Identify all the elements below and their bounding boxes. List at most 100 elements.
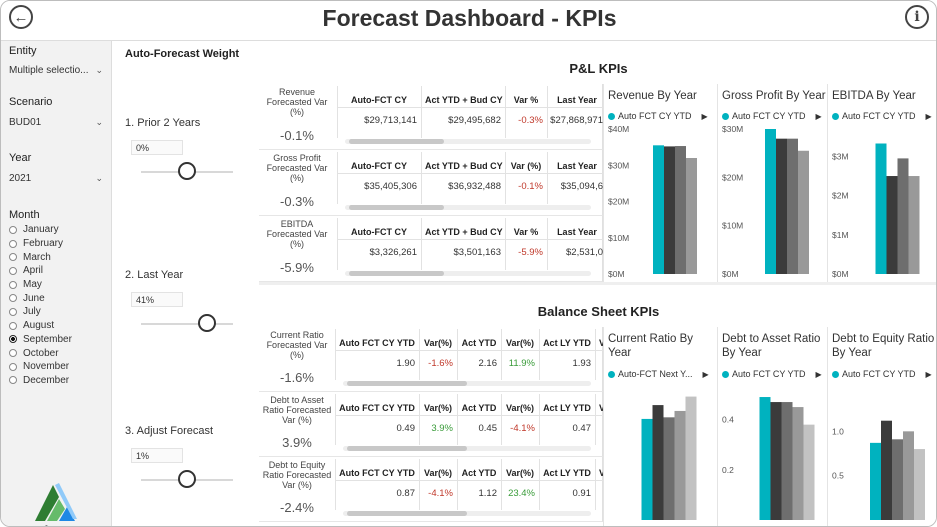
month-radio-june[interactable]: June <box>9 291 109 305</box>
bar[interactable] <box>881 420 892 520</box>
bs-kpi-table[interactable]: Auto FCT CY YTD 0.49 Var(%) 3.9% Act YTD 0.45… <box>335 394 603 455</box>
horizontal-scrollbar[interactable] <box>343 381 591 386</box>
month-radio-september[interactable]: September <box>9 333 109 347</box>
pl-col-header[interactable]: Act YTD + Bud CY <box>425 95 503 105</box>
radio-button-icon[interactable] <box>9 253 17 262</box>
legend-next-icon[interactable]: ▶ <box>702 369 709 379</box>
chart-ebitda-by-year[interactable]: EBITDA By Year Auto FCT CY YTD ▶ $0M $1M $2M $… <box>827 84 936 282</box>
bs-col-header[interactable]: Auto FCT CY YTD <box>339 403 415 413</box>
bar[interactable] <box>652 405 664 520</box>
slider-3-value[interactable]: 1% <box>131 448 183 463</box>
chart-revenue-by-year[interactable]: Revenue By Year Auto FCT CY YTD ▶ $0M $10M $2… <box>603 84 717 282</box>
pl-col-header[interactable]: Auto-FCT CY <box>351 161 407 171</box>
pl-col-header[interactable]: Act YTD + Bud CY <box>425 227 503 237</box>
bar[interactable] <box>759 397 771 520</box>
bar[interactable] <box>641 418 653 520</box>
pl-col-header[interactable]: Auto-FCT CY <box>351 95 407 105</box>
bar[interactable] <box>908 176 920 274</box>
pl-col-header[interactable]: Var % <box>513 95 539 105</box>
chart-legend[interactable]: Auto FCT CY YTD ▶ <box>832 111 932 121</box>
pl-col-header[interactable]: Var % <box>513 227 539 237</box>
slider-3-thumb[interactable] <box>178 470 196 488</box>
radio-button-icon[interactable] <box>9 349 17 358</box>
month-radio-february[interactable]: February <box>9 237 109 251</box>
month-radio-april[interactable]: April <box>9 264 109 278</box>
bs-col-header[interactable]: Var(%) <box>423 468 452 478</box>
radio-button-icon[interactable] <box>9 294 17 303</box>
month-radio-october[interactable]: October <box>9 346 109 360</box>
bar[interactable] <box>792 407 804 520</box>
chart-legend[interactable]: Auto FCT CY YTD ▶ <box>608 111 708 121</box>
bs-col-header[interactable]: Auto FCT CY YTD <box>339 338 415 348</box>
chart-debt-to-asset-ratio-by-year[interactable]: Debt to Asset Ratio By Year Auto FCT CY Y… <box>717 327 827 526</box>
chart-current-ratio-by-year[interactable]: Current Ratio By Year Auto-FCT Next Y... ▶ <box>603 327 717 526</box>
slider-2-value[interactable]: 41% <box>131 292 183 307</box>
radio-button-icon[interactable] <box>9 335 17 344</box>
bar[interactable] <box>870 442 881 520</box>
radio-button-icon[interactable] <box>9 321 17 330</box>
bar[interactable] <box>770 402 782 520</box>
bar[interactable] <box>663 417 675 520</box>
bs-col-header[interactable]: V <box>599 403 603 413</box>
bs-col-header[interactable]: Auto FCT CY YTD <box>339 468 415 478</box>
radio-button-icon[interactable] <box>9 376 17 385</box>
bar[interactable] <box>903 431 914 520</box>
entity-dropdown[interactable]: Multiple selectio... ⌄ <box>9 65 103 76</box>
bar[interactable] <box>875 143 887 275</box>
scrollbar-thumb[interactable] <box>347 381 467 386</box>
month-radio-march[interactable]: March <box>9 250 109 264</box>
bar[interactable] <box>776 138 787 274</box>
horizontal-scrollbar[interactable] <box>343 446 591 451</box>
pl-kpi-table[interactable]: Auto-FCT CY $3,326,261 Act YTD + Bud CY $3,… <box>337 218 603 280</box>
bs-col-header[interactable]: Var(%) <box>423 338 452 348</box>
legend-next-icon[interactable]: ▶ <box>815 111 822 121</box>
bar[interactable] <box>765 129 776 274</box>
month-radio-december[interactable]: December <box>9 374 109 388</box>
bar[interactable] <box>653 145 664 274</box>
slider-2-track[interactable] <box>141 323 233 325</box>
chart-debt-to-equity-ratio-by-year[interactable]: Debt to Equity Ratio By Year Auto FCT CY … <box>827 327 936 526</box>
bar[interactable] <box>675 146 686 274</box>
pl-kpi-table[interactable]: Auto-FCT CY $29,713,141 Act YTD + Bud CY $2… <box>337 86 603 148</box>
back-arrow-icon[interactable]: ← <box>9 5 33 29</box>
bs-col-header[interactable]: V <box>599 468 603 478</box>
bar[interactable] <box>781 402 793 520</box>
month-radio-july[interactable]: July <box>9 305 109 319</box>
bar[interactable] <box>886 176 898 274</box>
bar[interactable] <box>914 449 925 520</box>
bar[interactable] <box>798 150 809 274</box>
month-radio-may[interactable]: May <box>9 278 109 292</box>
radio-button-icon[interactable] <box>9 362 17 371</box>
scrollbar-thumb[interactable] <box>347 446 467 451</box>
bs-col-header[interactable]: Act YTD <box>461 468 497 478</box>
bs-col-header[interactable]: Act LY YTD <box>543 338 591 348</box>
chart-legend[interactable]: Auto FCT CY YTD ▶ <box>722 369 822 379</box>
legend-next-icon[interactable]: ▶ <box>701 111 708 121</box>
month-radio-august[interactable]: August <box>9 319 109 333</box>
bar[interactable] <box>685 396 697 520</box>
bs-col-header[interactable]: Act YTD <box>461 338 497 348</box>
bs-col-header[interactable]: V <box>599 338 603 348</box>
pl-col-header[interactable]: Last Year <box>557 95 597 105</box>
bs-col-header[interactable]: Var(%) <box>505 468 534 478</box>
bar[interactable] <box>686 158 697 274</box>
scenario-dropdown[interactable]: BUD01 ⌄ <box>9 117 103 128</box>
radio-button-icon[interactable] <box>9 225 17 234</box>
month-radio-january[interactable]: January <box>9 223 109 237</box>
bs-col-header[interactable]: Act LY YTD <box>543 468 591 478</box>
bs-col-header[interactable]: Var(%) <box>423 403 452 413</box>
pl-col-header[interactable]: Last Year <box>557 161 597 171</box>
radio-button-icon[interactable] <box>9 266 17 275</box>
radio-button-icon[interactable] <box>9 307 17 316</box>
bar[interactable] <box>787 138 798 274</box>
horizontal-scrollbar[interactable] <box>345 271 591 276</box>
slider-1-value[interactable]: 0% <box>131 140 183 155</box>
legend-next-icon[interactable]: ▶ <box>925 111 932 121</box>
bar[interactable] <box>664 146 675 274</box>
bs-col-header[interactable]: Act LY YTD <box>543 403 591 413</box>
bs-col-header[interactable]: Var(%) <box>505 338 534 348</box>
bar[interactable] <box>892 439 903 520</box>
bs-kpi-table[interactable]: Auto FCT CY YTD 1.90 Var(%) -1.6% Act YTD 2.1… <box>335 329 603 390</box>
pl-col-header[interactable]: Act YTD + Bud CY <box>425 161 503 171</box>
pl-kpi-table[interactable]: Auto-FCT CY $35,405,306 Act YTD + Bud CY $3… <box>337 152 603 214</box>
